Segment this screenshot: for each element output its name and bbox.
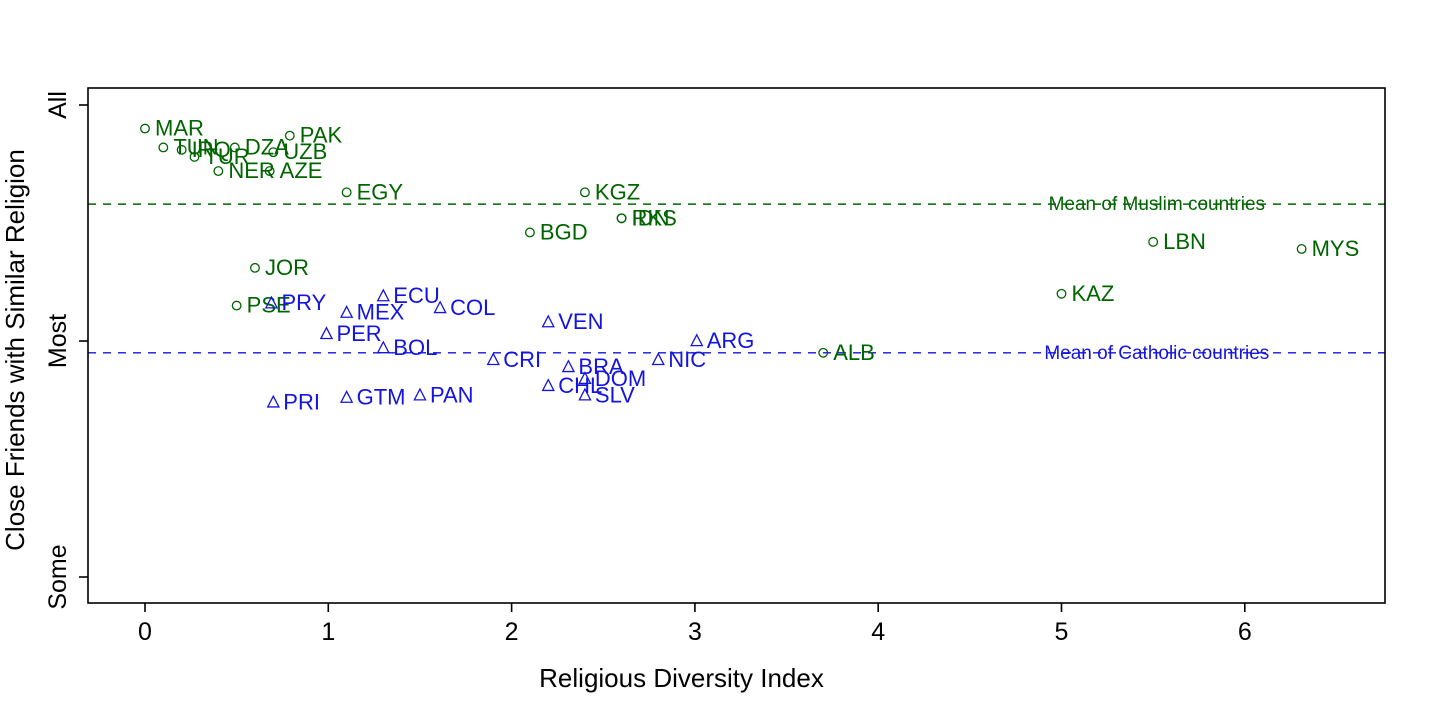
country-label-ALB: ALB [833,340,875,365]
marker-IRQ [176,144,187,155]
x-tick-label: 1 [321,618,335,646]
country-label-MEX: MEX [357,300,405,325]
marker-ARG [690,333,704,347]
country-label-COL: COL [450,295,495,320]
country-label-MAR: MAR [155,116,204,141]
mean-line-label-catholic: Mean of Catholic countries [1044,343,1269,364]
marker-EGY [341,187,352,198]
country-label-MYS: MYS [1312,236,1360,261]
plot-border [87,87,1386,604]
country-label-CRI: CRI [503,347,541,372]
marker-KGZ [579,187,590,198]
country-label-EGY: EGY [357,179,404,204]
country-label-PRY: PRY [281,290,326,315]
y-axis-title: Close Friends with Similar Religion [0,149,30,551]
marker-ALB [818,347,829,358]
marker-GTM [339,390,354,403]
marker-MYS [1296,244,1307,254]
marker-DZA [229,142,240,153]
marker-VEN [541,314,555,328]
country-label-JOR: JOR [265,255,309,280]
x-tick-label: 0 [138,618,152,646]
country-label-TUR: TUR [204,144,249,169]
marker-CHL [541,378,555,392]
marker-KAZ [1056,288,1067,299]
marker-BGD [524,227,535,238]
marker-PSE [231,300,242,311]
marker-PRI [266,394,280,408]
country-label-TUN: TUN [173,134,218,159]
mean-line-label-muslim: Mean of Muslim countries [1049,194,1265,215]
country-label-NER: NER [228,158,274,183]
country-label-AZE: AZE [280,158,323,183]
marker-TUN [158,142,169,153]
country-label-ARG: ARG [707,328,755,353]
country-label-KGZ: KGZ [595,179,640,204]
marker-PAN [413,387,427,401]
country-label-BOL: BOL [393,335,437,360]
country-label-CHL: CHL [558,373,602,398]
country-label-PSE: PSE [247,293,291,318]
x-tick-label: 6 [1238,618,1252,646]
country-label-NIC: NIC [668,347,706,372]
country-label-DZA: DZA [245,134,289,159]
x-tick-label: 2 [505,618,519,646]
marker-AZE [264,166,275,177]
marker-DOM [578,371,592,385]
marker-MAR [140,123,150,134]
country-label-PRI: PRI [283,389,320,414]
marker-PRY [264,295,279,309]
country-label-KAZ: KAZ [1072,281,1115,306]
marker-SLV [578,387,592,401]
marker-COL [433,300,447,314]
marker-NIC [651,352,665,366]
x-tick-label: 3 [688,618,702,646]
country-label-RKS: RKS [632,205,677,230]
country-label-ECU: ECU [393,283,439,308]
x-tick-label: 4 [871,618,885,646]
marker-NER [213,166,224,177]
x-tick-label: 5 [1055,618,1069,646]
marker-JOR [250,262,260,273]
marker-RKS [616,213,627,224]
country-label-UZB: UZB [283,139,327,164]
marker-TUR [189,151,200,162]
country-label-PAN: PAN [430,382,474,407]
marker-BOL [376,340,390,354]
country-label-IDN: IDN [632,205,670,230]
marker-BRA [561,359,576,373]
country-label-GTM: GTM [357,385,406,410]
country-label-BGD: BGD [540,219,588,244]
country-label-LBN: LBN [1163,229,1206,254]
marker-LBN [1148,236,1159,247]
country-label-PAK: PAK [300,123,343,148]
marker-UZB [268,147,279,158]
country-label-PER: PER [336,321,381,346]
country-label-VEN: VEN [558,309,603,334]
marker-CRI [486,352,500,366]
marker-PAK [284,130,295,141]
marker-PER [319,326,334,340]
y-tick-label: All [44,91,72,119]
country-label-DOM: DOM [595,366,646,391]
country-label-SLV: SLV [595,382,635,407]
x-axis-title: Religious Diversity Index [539,663,824,693]
marker-ECU [376,288,390,302]
marker-MEX [339,305,354,318]
y-tick-label: Most [44,314,72,368]
y-tick-label: Some [44,544,72,609]
